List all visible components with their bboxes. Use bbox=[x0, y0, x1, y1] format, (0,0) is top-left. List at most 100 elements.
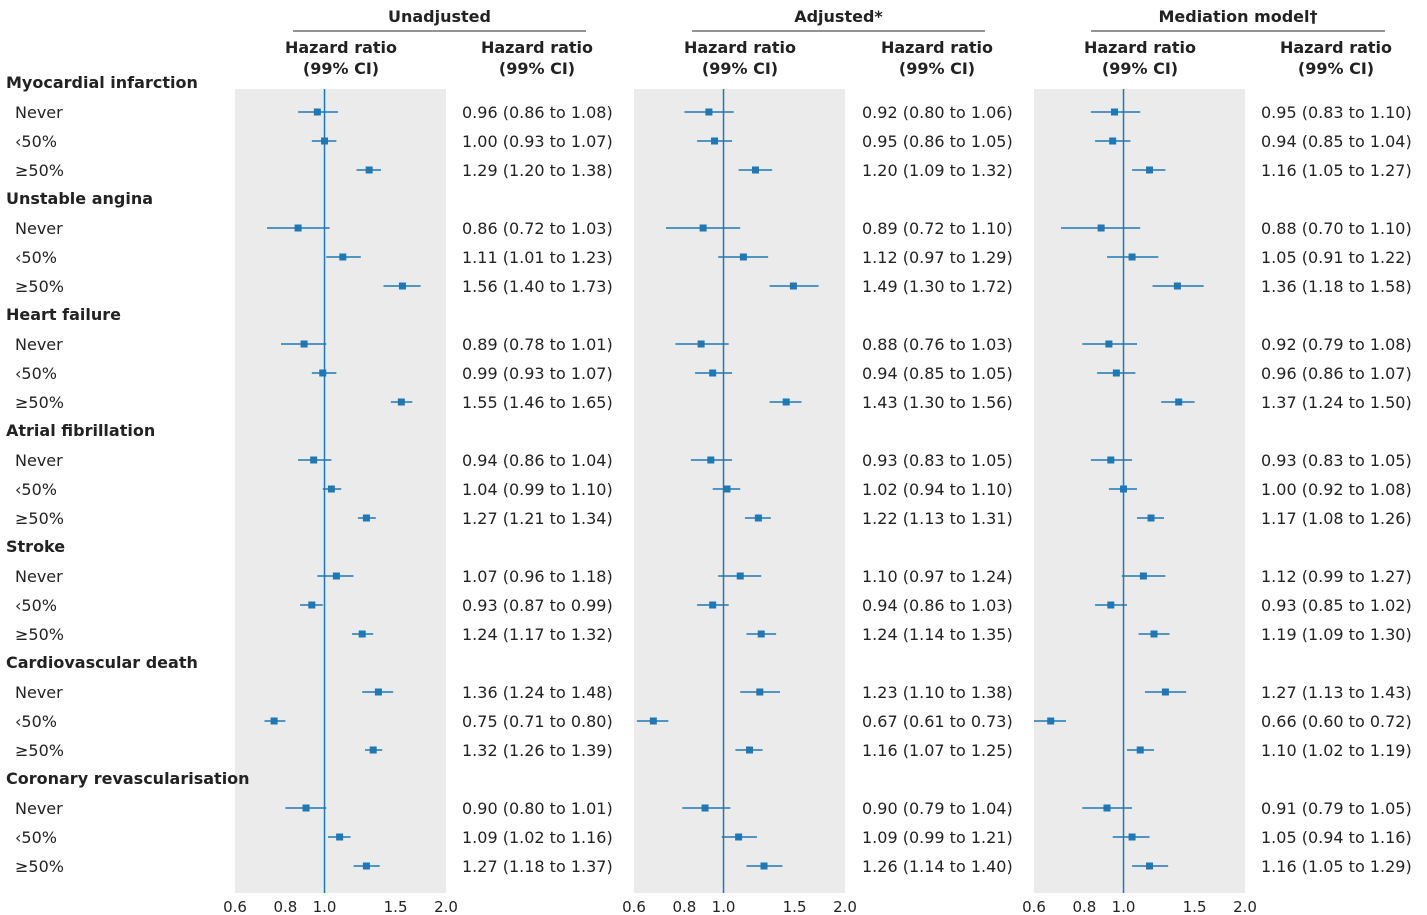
text-header-3-line-2: (99% CI) bbox=[1298, 59, 1374, 78]
estimate-marker-3-2-p1 bbox=[319, 369, 327, 377]
hr-text-4-1-p3: 0.93 (0.83 to 1.05) bbox=[1261, 451, 1412, 470]
estimate-marker-3-3-p1 bbox=[397, 398, 405, 406]
estimate-marker-5-1-p1 bbox=[332, 572, 340, 580]
hr-text-7-2-p1: 1.09 (1.02 to 1.16) bbox=[462, 828, 613, 847]
estimate-marker-7-2-p2 bbox=[735, 833, 743, 841]
hr-text-1-3-p2: 1.20 (1.09 to 1.32) bbox=[862, 161, 1013, 180]
hr-text-6-2-p1: 0.75 (0.71 to 0.80) bbox=[462, 712, 613, 731]
group-label-5: Stroke bbox=[6, 537, 65, 556]
hr-text-6-1-p3: 1.27 (1.13 to 1.43) bbox=[1261, 683, 1412, 702]
hr-text-3-3-p1: 1.55 (1.46 to 1.65) bbox=[462, 393, 613, 412]
hr-text-2-1-p1: 0.86 (0.72 to 1.03) bbox=[462, 219, 613, 238]
hr-text-1-1-p2: 0.92 (0.80 to 1.06) bbox=[862, 103, 1013, 122]
estimate-marker-7-2-p1 bbox=[336, 833, 344, 841]
estimate-marker-6-2-p2 bbox=[649, 717, 657, 725]
row-label-2-3: ≥50% bbox=[15, 277, 64, 296]
group-label-7: Coronary revascularisation bbox=[6, 769, 250, 788]
estimate-marker-5-3-p1 bbox=[358, 630, 366, 638]
estimate-marker-2-3-p2 bbox=[789, 282, 797, 290]
x-tick-label-1-1: 0.6 bbox=[223, 898, 247, 915]
estimate-marker-3-2-p2 bbox=[709, 369, 717, 377]
estimate-marker-2-2-p3 bbox=[1128, 253, 1136, 261]
estimate-marker-1-3-p1 bbox=[365, 166, 373, 174]
hr-text-4-3-p2: 1.22 (1.13 to 1.31) bbox=[862, 509, 1013, 528]
hr-text-5-3-p1: 1.24 (1.17 to 1.32) bbox=[462, 625, 613, 644]
plot-header-3-line-1: Hazard ratio bbox=[1084, 38, 1196, 57]
estimate-marker-6-3-p3 bbox=[1136, 746, 1144, 754]
estimate-marker-5-2-p2 bbox=[709, 601, 717, 609]
x-tick-label-1-3: 1.0 bbox=[313, 898, 337, 915]
row-label-6-3: ≥50% bbox=[15, 741, 64, 760]
estimate-marker-7-3-p1 bbox=[362, 862, 370, 870]
estimate-marker-3-1-p3 bbox=[1105, 340, 1113, 348]
hr-text-2-2-p2: 1.12 (0.97 to 1.29) bbox=[862, 248, 1013, 267]
x-tick-label-2-4: 1.5 bbox=[783, 898, 807, 915]
hr-text-1-2-p1: 1.00 (0.93 to 1.07) bbox=[462, 132, 613, 151]
estimate-marker-1-1-p2 bbox=[705, 108, 713, 116]
estimate-marker-2-1-p3 bbox=[1097, 224, 1105, 232]
estimate-marker-2-1-p1 bbox=[294, 224, 302, 232]
hr-text-6-1-p2: 1.23 (1.10 to 1.38) bbox=[862, 683, 1013, 702]
hr-text-4-3-p1: 1.27 (1.21 to 1.34) bbox=[462, 509, 613, 528]
x-tick-label-3-1: 0.6 bbox=[1022, 898, 1046, 915]
estimate-marker-1-2-p2 bbox=[711, 137, 719, 145]
estimate-marker-5-3-p3 bbox=[1150, 630, 1158, 638]
hr-text-1-1-p3: 0.95 (0.83 to 1.10) bbox=[1261, 103, 1412, 122]
hr-text-7-3-p3: 1.16 (1.05 to 1.29) bbox=[1261, 857, 1412, 876]
plot-header-2-line-2: (99% CI) bbox=[702, 59, 778, 78]
x-tick-label-1-2: 0.8 bbox=[273, 898, 297, 915]
hr-text-1-1-p1: 0.96 (0.86 to 1.08) bbox=[462, 103, 613, 122]
row-label-4-3: ≥50% bbox=[15, 509, 64, 528]
hr-text-7-3-p2: 1.26 (1.14 to 1.40) bbox=[862, 857, 1013, 876]
estimate-marker-6-1-p1 bbox=[374, 688, 382, 696]
hr-text-2-2-p1: 1.11 (1.01 to 1.23) bbox=[462, 248, 613, 267]
estimate-marker-3-2-p3 bbox=[1112, 369, 1120, 377]
estimate-marker-5-3-p2 bbox=[757, 630, 765, 638]
panel-title-1: Unadjusted bbox=[388, 7, 491, 26]
panel-title-2: Adjusted* bbox=[794, 7, 883, 26]
estimate-marker-5-1-p2 bbox=[736, 572, 744, 580]
hr-text-7-1-p1: 0.90 (0.80 to 1.01) bbox=[462, 799, 613, 818]
hr-text-3-2-p3: 0.96 (0.86 to 1.07) bbox=[1261, 364, 1412, 383]
estimate-marker-3-3-p2 bbox=[782, 398, 790, 406]
estimate-marker-2-2-p2 bbox=[739, 253, 747, 261]
group-label-4: Atrial fibrillation bbox=[6, 421, 155, 440]
estimate-marker-2-1-p2 bbox=[699, 224, 707, 232]
hr-text-3-1-p2: 0.88 (0.76 to 1.03) bbox=[862, 335, 1013, 354]
estimate-marker-7-1-p3 bbox=[1103, 804, 1111, 812]
estimate-marker-6-2-p3 bbox=[1047, 717, 1055, 725]
hr-text-3-1-p1: 0.89 (0.78 to 1.01) bbox=[462, 335, 613, 354]
hr-text-4-2-p3: 1.00 (0.92 to 1.08) bbox=[1261, 480, 1412, 499]
estimate-marker-6-3-p1 bbox=[369, 746, 377, 754]
estimate-marker-5-2-p3 bbox=[1107, 601, 1115, 609]
hr-text-5-1-p1: 1.07 (0.96 to 1.18) bbox=[462, 567, 613, 586]
estimate-marker-1-1-p1 bbox=[313, 108, 321, 116]
estimate-marker-4-3-p3 bbox=[1147, 514, 1155, 522]
estimate-marker-4-1-p1 bbox=[310, 456, 318, 464]
estimate-marker-4-3-p2 bbox=[754, 514, 762, 522]
row-label-4-2: ‹50% bbox=[15, 480, 57, 499]
row-label-5-1: Never bbox=[15, 567, 63, 586]
hr-text-4-2-p2: 1.02 (0.94 to 1.10) bbox=[862, 480, 1013, 499]
hr-text-2-1-p2: 0.89 (0.72 to 1.10) bbox=[862, 219, 1013, 238]
row-label-5-2: ‹50% bbox=[15, 596, 57, 615]
hr-text-4-1-p1: 0.94 (0.86 to 1.04) bbox=[462, 451, 613, 470]
x-tick-label-3-4: 1.5 bbox=[1183, 898, 1207, 915]
row-label-7-2: ‹50% bbox=[15, 828, 57, 847]
hr-text-7-2-p3: 1.05 (0.94 to 1.16) bbox=[1261, 828, 1412, 847]
row-label-7-3: ≥50% bbox=[15, 857, 64, 876]
estimate-marker-2-2-p1 bbox=[339, 253, 347, 261]
hr-text-5-1-p3: 1.12 (0.99 to 1.27) bbox=[1261, 567, 1412, 586]
hr-text-5-3-p3: 1.19 (1.09 to 1.30) bbox=[1261, 625, 1412, 644]
text-header-1-line-2: (99% CI) bbox=[499, 59, 575, 78]
estimate-marker-4-1-p2 bbox=[707, 456, 715, 464]
estimate-marker-1-3-p3 bbox=[1146, 166, 1154, 174]
panel-title-3: Mediation model† bbox=[1158, 7, 1317, 26]
hr-text-5-2-p3: 0.93 (0.85 to 1.02) bbox=[1261, 596, 1412, 615]
hr-text-3-3-p3: 1.37 (1.24 to 1.50) bbox=[1261, 393, 1412, 412]
hr-text-1-3-p3: 1.16 (1.05 to 1.27) bbox=[1261, 161, 1412, 180]
estimate-marker-5-1-p3 bbox=[1139, 572, 1147, 580]
panel-background-1 bbox=[235, 89, 446, 893]
estimate-marker-4-1-p3 bbox=[1107, 456, 1115, 464]
text-header-2-line-2: (99% CI) bbox=[899, 59, 975, 78]
